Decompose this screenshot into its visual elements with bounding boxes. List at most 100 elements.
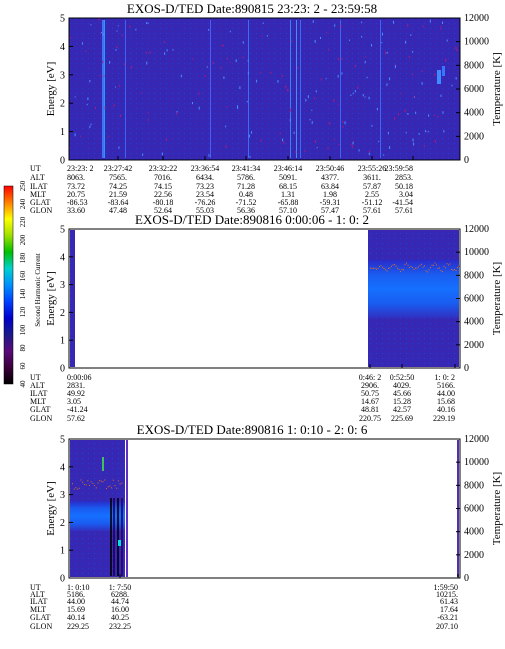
ephemeris-value: 63.84 [321,182,339,191]
noise-speck [320,78,322,81]
noise-speck [192,58,194,60]
noise-speck [212,62,214,64]
temperature-point [77,488,79,490]
noise-speck [443,130,445,133]
noise-speck [341,57,343,60]
noise-speck [366,76,368,79]
temperature-point [401,268,403,270]
y2-tick-label: 2000 [464,340,484,351]
y-tick-label: 0 [60,156,65,167]
noise-speck [147,112,149,114]
ephemeris-value: 23:59:58 [385,164,413,173]
ephemeris-value: 44.74 [111,597,129,606]
ephemeris-value: 5166. [437,381,455,390]
noise-speck [89,80,91,83]
data-streak [104,20,105,158]
y2-tick-label: 12000 [464,434,489,445]
y-tick-label: 1 [60,127,65,138]
temperature-point [114,485,116,487]
y2-tick-label: 10000 [464,457,489,468]
noise-speck [89,125,91,129]
noise-speck [109,61,111,64]
noise-speck [326,32,328,34]
y-tick-label: 5 [60,14,65,25]
data-streak [248,20,249,158]
noise-speck [361,21,363,24]
noise-speck [329,121,331,125]
noise-speck [415,111,417,115]
y2-tick-label: 8000 [464,60,484,71]
noise-speck [113,104,115,107]
ephemeris-value: 225.69 [391,414,413,423]
ephemeris-value: 23:50:46 [316,164,344,173]
ephemeris-value: 33.60 [67,206,85,215]
noise-speck [282,138,284,142]
temperature-point [377,267,379,269]
ephemeris-value: 1:59:50 [434,583,458,592]
temperature-point [404,263,406,265]
noise-speck [259,72,261,74]
noise-speck [314,39,316,43]
noise-speck [90,123,92,126]
noise-speck [369,150,371,153]
noise-speck [85,50,87,52]
noise-speck [437,115,439,118]
noise-speck [364,60,366,64]
temperature-point [413,268,415,270]
ephemeris-row-label: UT [30,164,41,173]
noise-speck [283,141,285,144]
noise-speck [289,119,291,122]
noise-speck [338,143,340,146]
noise-speck [80,135,82,137]
noise-speck [135,28,137,31]
ephemeris-value: 40.16 [437,405,455,414]
noise-speck [404,109,406,113]
temperature-point [117,480,119,482]
noise-speck [279,132,281,135]
ephemeris-value: 57.62 [67,414,85,423]
noise-speck [124,63,126,66]
temperature-point [455,269,457,271]
data-streak [290,20,291,158]
noise-speck [117,25,119,27]
noise-speck [455,77,457,80]
colorbar-tick-label: 160 [19,270,27,281]
ephemeris-value: 15.68 [437,397,455,406]
ephemeris-row-label: GLAT [30,198,51,207]
noise-speck [442,111,444,114]
noise-speck [342,120,344,123]
y2-axis-label: Temperature [K] [491,262,503,335]
ephemeris-value: 5786. [237,173,255,182]
noise-speck [293,131,295,134]
noise-speck [229,30,231,33]
noise-speck [69,146,71,149]
noise-speck [368,96,370,100]
noise-speck [102,33,104,36]
temperature-point [386,270,388,272]
temperature-point [94,485,96,487]
temperature-point [433,264,434,266]
ephemeris-row-label: ILAT [30,597,47,606]
noise-speck [131,66,133,69]
temperature-point [412,267,413,269]
data-streak [125,20,126,158]
noise-speck [455,46,457,50]
noise-speck [312,20,314,23]
ephemeris-value: 3611. [363,173,381,182]
noise-speck [425,130,427,133]
ephemeris-value: -80.18 [153,198,174,207]
ephemeris-value: 5091. [279,173,297,182]
noise-speck [350,94,352,97]
temperature-point [436,264,437,266]
y2-tick-label: 10000 [464,247,489,258]
ephemeris-value: 0.48 [239,190,253,199]
temperature-point [398,269,400,271]
noise-speck [351,145,353,148]
noise-speck [220,45,222,47]
colorbar-label: Second Harmonic Current [34,253,42,327]
temperature-point [395,265,397,267]
panel-title: EXOS-D/TED Date:890816 0:00:06 - 1: 0: 2 [135,212,369,227]
noise-speck [371,43,373,47]
noise-speck [376,107,378,111]
temperature-point [116,487,118,489]
